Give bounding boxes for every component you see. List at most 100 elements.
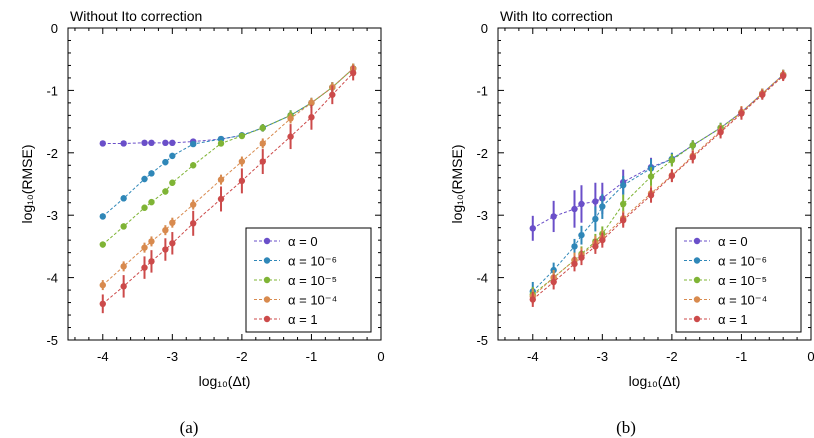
series-line <box>532 74 784 229</box>
data-point <box>148 258 155 265</box>
legend-label: α = 0 <box>718 234 748 249</box>
data-point <box>169 152 176 160</box>
x-axis-label: log₁₀(Δt) <box>199 373 251 389</box>
legend-marker <box>693 257 701 264</box>
data-point <box>217 176 225 183</box>
legend-label: α = 10⁻⁴ <box>288 293 337 308</box>
data-point <box>99 281 106 289</box>
y-tick-label: -2 <box>476 146 488 161</box>
data-point <box>717 129 724 136</box>
y-tick-label: 0 <box>481 21 488 36</box>
data-point <box>120 223 127 230</box>
data-point <box>349 69 357 77</box>
data-point <box>120 263 127 270</box>
data-point <box>578 200 585 208</box>
data-point <box>141 244 148 251</box>
x-tick-label: 0 <box>807 349 814 364</box>
data-point <box>238 132 246 140</box>
series-0 <box>529 69 787 241</box>
data-point <box>738 110 745 117</box>
caption-b: (b) <box>616 418 636 437</box>
series-4 <box>529 71 787 307</box>
data-point <box>190 201 197 208</box>
data-point <box>148 139 155 147</box>
data-point <box>668 172 676 180</box>
data-point <box>592 198 599 205</box>
x-tick-label: -4 <box>97 349 109 364</box>
data-point <box>550 213 557 220</box>
data-point <box>620 216 627 224</box>
x-tick-label: -3 <box>167 349 179 364</box>
legend-marker <box>263 257 271 264</box>
series-0 <box>99 63 357 147</box>
data-point <box>620 182 627 189</box>
x-axis-label: log₁₀(Δt) <box>629 373 681 389</box>
series-line <box>102 68 354 144</box>
data-point <box>162 226 169 234</box>
panel-title: Without Ito correction <box>70 8 202 24</box>
legend: α = 0 α = 10⁻⁶ α = 10⁻⁵ α = 10⁻⁴ α = 1 <box>675 227 802 333</box>
data-point <box>162 246 169 253</box>
data-point <box>99 213 106 220</box>
data-point <box>120 140 127 147</box>
data-point <box>550 278 557 286</box>
x-tick-label: 0 <box>377 349 384 364</box>
legend-marker <box>263 315 271 323</box>
y-tick-label: -5 <box>476 333 488 348</box>
x-tick-label: -1 <box>306 349 318 364</box>
x-tick-label: -4 <box>527 349 539 364</box>
data-point <box>148 198 155 206</box>
y-tick-label: -3 <box>46 208 58 223</box>
data-point <box>571 260 578 268</box>
data-point <box>592 243 599 250</box>
series-4 <box>99 65 357 314</box>
data-point <box>190 162 197 169</box>
legend-marker <box>693 237 701 245</box>
data-point <box>238 158 246 165</box>
data-point <box>120 283 127 290</box>
legend-label: α = 1 <box>288 312 318 327</box>
data-point <box>329 91 336 98</box>
data-point <box>141 264 148 271</box>
y-tick-label: -4 <box>476 271 488 286</box>
data-point <box>259 158 266 165</box>
legend-label: α = 10⁻⁶ <box>718 254 767 269</box>
data-point <box>169 219 176 226</box>
legend-label: α = 10⁻⁶ <box>288 254 337 269</box>
x-tick-label: -2 <box>236 349 248 364</box>
y-axis-label: log₁₀(RMSE) <box>19 145 35 224</box>
data-point <box>689 142 696 149</box>
legend-marker <box>263 296 271 303</box>
data-point <box>578 231 585 239</box>
data-point <box>287 115 294 122</box>
data-point <box>599 203 606 210</box>
data-point <box>162 158 169 166</box>
plot-frame <box>497 27 812 341</box>
data-point <box>148 238 155 245</box>
data-point <box>169 179 176 186</box>
legend-label: α = 10⁻⁵ <box>288 273 337 288</box>
series-line <box>102 68 354 245</box>
data-point <box>308 114 315 121</box>
legend-marker <box>263 276 271 284</box>
legend: α = 0 α = 10⁻⁶ α = 10⁻⁵ α = 10⁻⁴ α = 1 <box>245 227 372 333</box>
y-tick-label: -2 <box>46 146 58 161</box>
data-point <box>169 139 176 147</box>
legend-label: α = 0 <box>288 234 318 249</box>
y-tick-label: -3 <box>476 208 488 223</box>
data-point <box>759 91 766 98</box>
plot-frame <box>67 27 382 341</box>
panel-title: With Ito correction <box>500 8 613 24</box>
series-2 <box>99 63 357 248</box>
legend-label: α = 1 <box>718 312 748 327</box>
data-point <box>169 240 176 247</box>
data-point <box>259 124 266 132</box>
x-tick-label: -1 <box>736 349 748 364</box>
data-point <box>162 139 169 147</box>
y-tick-label: -1 <box>46 83 58 98</box>
panel-a: Without Ito correction -4 -3 -2 -1 0 0 -1 -2 -3 -4… <box>19 8 385 389</box>
data-point <box>599 236 606 244</box>
y-tick-label: -4 <box>46 271 58 286</box>
data-point <box>99 140 106 147</box>
